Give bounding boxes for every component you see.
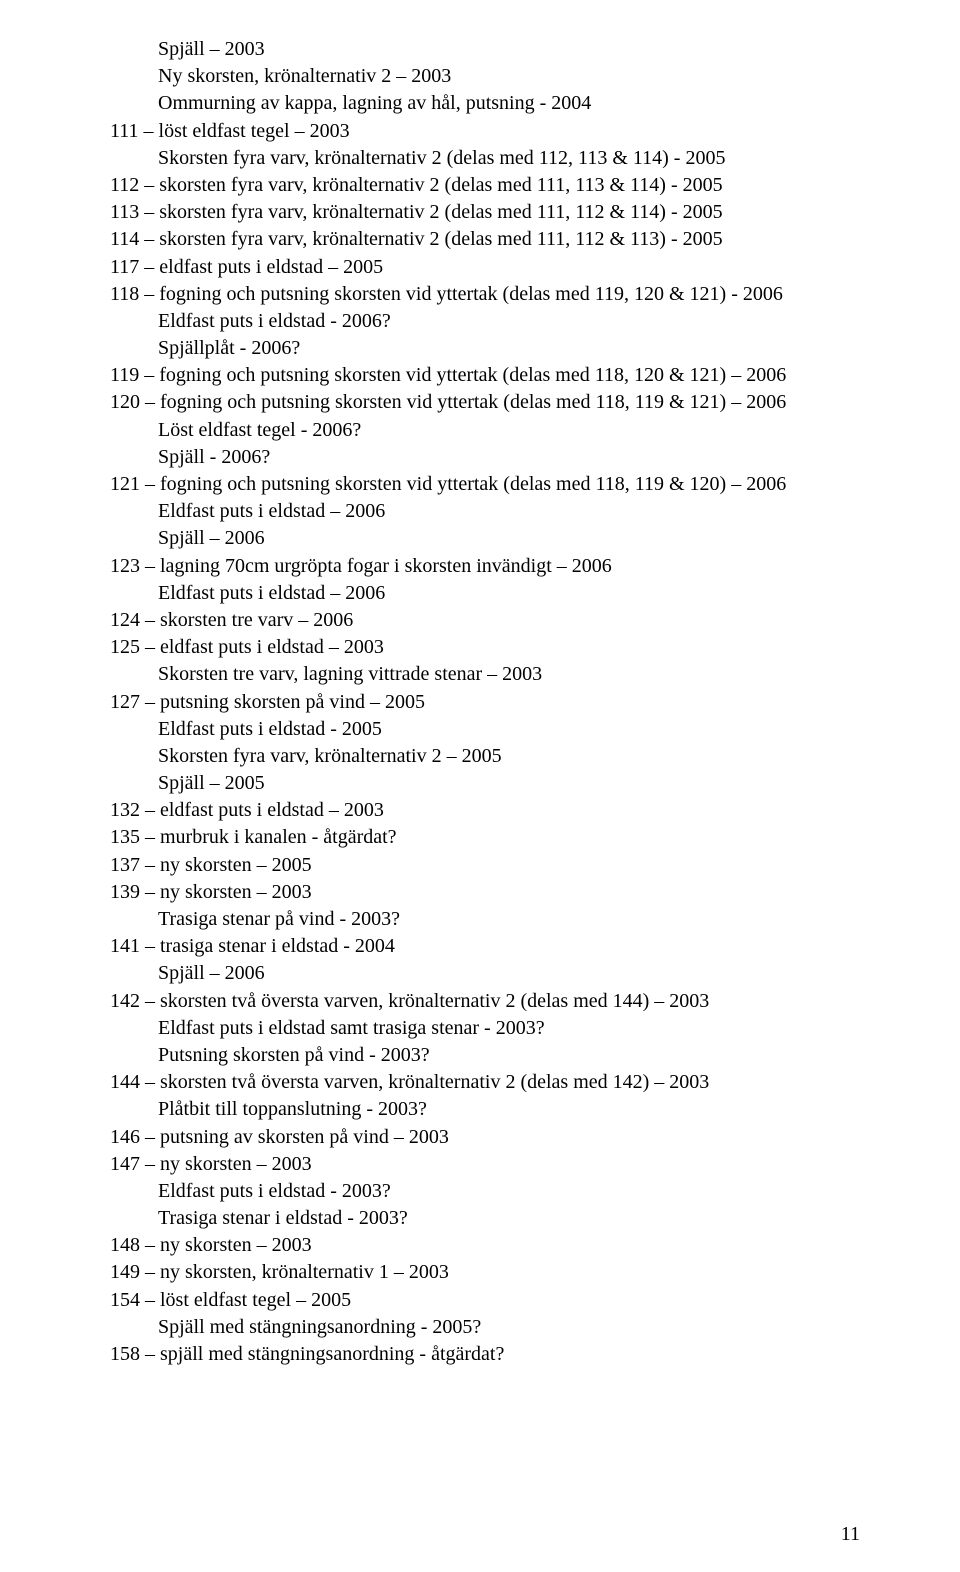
- text-line: 144 – skorsten två översta varven, kröna…: [110, 1069, 860, 1096]
- text-line: 132 – eldfast puts i eldstad – 2003: [110, 797, 860, 824]
- text-line: Spjäll – 2006: [110, 960, 860, 987]
- text-line: Spjäll - 2006?: [110, 444, 860, 471]
- page-number: 11: [841, 1521, 860, 1548]
- text-line: Eldfast puts i eldstad – 2006: [110, 498, 860, 525]
- text-line: 111 – löst eldfast tegel – 2003: [110, 118, 860, 145]
- text-line: 121 – fogning och putsning skorsten vid …: [110, 471, 860, 498]
- text-line: 158 – spjäll med stängningsanordning - å…: [110, 1341, 860, 1368]
- text-line: Putsning skorsten på vind - 2003?: [110, 1042, 860, 1069]
- text-line: 135 – murbruk i kanalen - åtgärdat?: [110, 824, 860, 851]
- text-line: Ny skorsten, krönalternativ 2 – 2003: [110, 63, 860, 90]
- text-line: Eldfast puts i eldstad samt trasiga sten…: [110, 1015, 860, 1042]
- text-line: 125 – eldfast puts i eldstad – 2003: [110, 634, 860, 661]
- text-line: Skorsten tre varv, lagning vittrade sten…: [110, 661, 860, 688]
- text-line: 137 – ny skorsten – 2005: [110, 852, 860, 879]
- text-line: Spjällplåt - 2006?: [110, 335, 860, 362]
- text-line: 117 – eldfast puts i eldstad – 2005: [110, 254, 860, 281]
- text-line: 141 – trasiga stenar i eldstad - 2004: [110, 933, 860, 960]
- text-line: 142 – skorsten två översta varven, kröna…: [110, 988, 860, 1015]
- text-line: Spjäll – 2003: [110, 36, 860, 63]
- text-line: Eldfast puts i eldstad – 2006: [110, 580, 860, 607]
- text-line: 147 – ny skorsten – 2003: [110, 1151, 860, 1178]
- text-line: Plåtbit till toppanslutning - 2003?: [110, 1096, 860, 1123]
- text-line: Eldfast puts i eldstad - 2003?: [110, 1178, 860, 1205]
- text-line: Spjäll – 2006: [110, 525, 860, 552]
- text-line: Trasiga stenar på vind - 2003?: [110, 906, 860, 933]
- text-line: Löst eldfast tegel - 2006?: [110, 417, 860, 444]
- text-line: Trasiga stenar i eldstad - 2003?: [110, 1205, 860, 1232]
- text-line: 154 – löst eldfast tegel – 2005: [110, 1287, 860, 1314]
- text-line: 139 – ny skorsten – 2003: [110, 879, 860, 906]
- document-page: Spjäll – 2003Ny skorsten, krönalternativ…: [0, 0, 960, 1572]
- text-line: 118 – fogning och putsning skorsten vid …: [110, 281, 860, 308]
- text-line: Eldfast puts i eldstad - 2005: [110, 716, 860, 743]
- text-line: 113 – skorsten fyra varv, krönalternativ…: [110, 199, 860, 226]
- text-line: Spjäll med stängningsanordning - 2005?: [110, 1314, 860, 1341]
- text-line: 123 – lagning 70cm urgröpta fogar i skor…: [110, 553, 860, 580]
- text-line: 148 – ny skorsten – 2003: [110, 1232, 860, 1259]
- text-line: 112 – skorsten fyra varv, krönalternativ…: [110, 172, 860, 199]
- document-body: Spjäll – 2003Ny skorsten, krönalternativ…: [110, 36, 860, 1368]
- text-line: 120 – fogning och putsning skorsten vid …: [110, 389, 860, 416]
- text-line: 146 – putsning av skorsten på vind – 200…: [110, 1124, 860, 1151]
- text-line: 127 – putsning skorsten på vind – 2005: [110, 689, 860, 716]
- text-line: 124 – skorsten tre varv – 2006: [110, 607, 860, 634]
- text-line: Skorsten fyra varv, krönalternativ 2 – 2…: [110, 743, 860, 770]
- text-line: 149 – ny skorsten, krönalternativ 1 – 20…: [110, 1259, 860, 1286]
- text-line: 114 – skorsten fyra varv, krönalternativ…: [110, 226, 860, 253]
- text-line: 119 – fogning och putsning skorsten vid …: [110, 362, 860, 389]
- text-line: Eldfast puts i eldstad - 2006?: [110, 308, 860, 335]
- text-line: Spjäll – 2005: [110, 770, 860, 797]
- text-line: Ommurning av kappa, lagning av hål, puts…: [110, 90, 860, 117]
- text-line: Skorsten fyra varv, krönalternativ 2 (de…: [110, 145, 860, 172]
